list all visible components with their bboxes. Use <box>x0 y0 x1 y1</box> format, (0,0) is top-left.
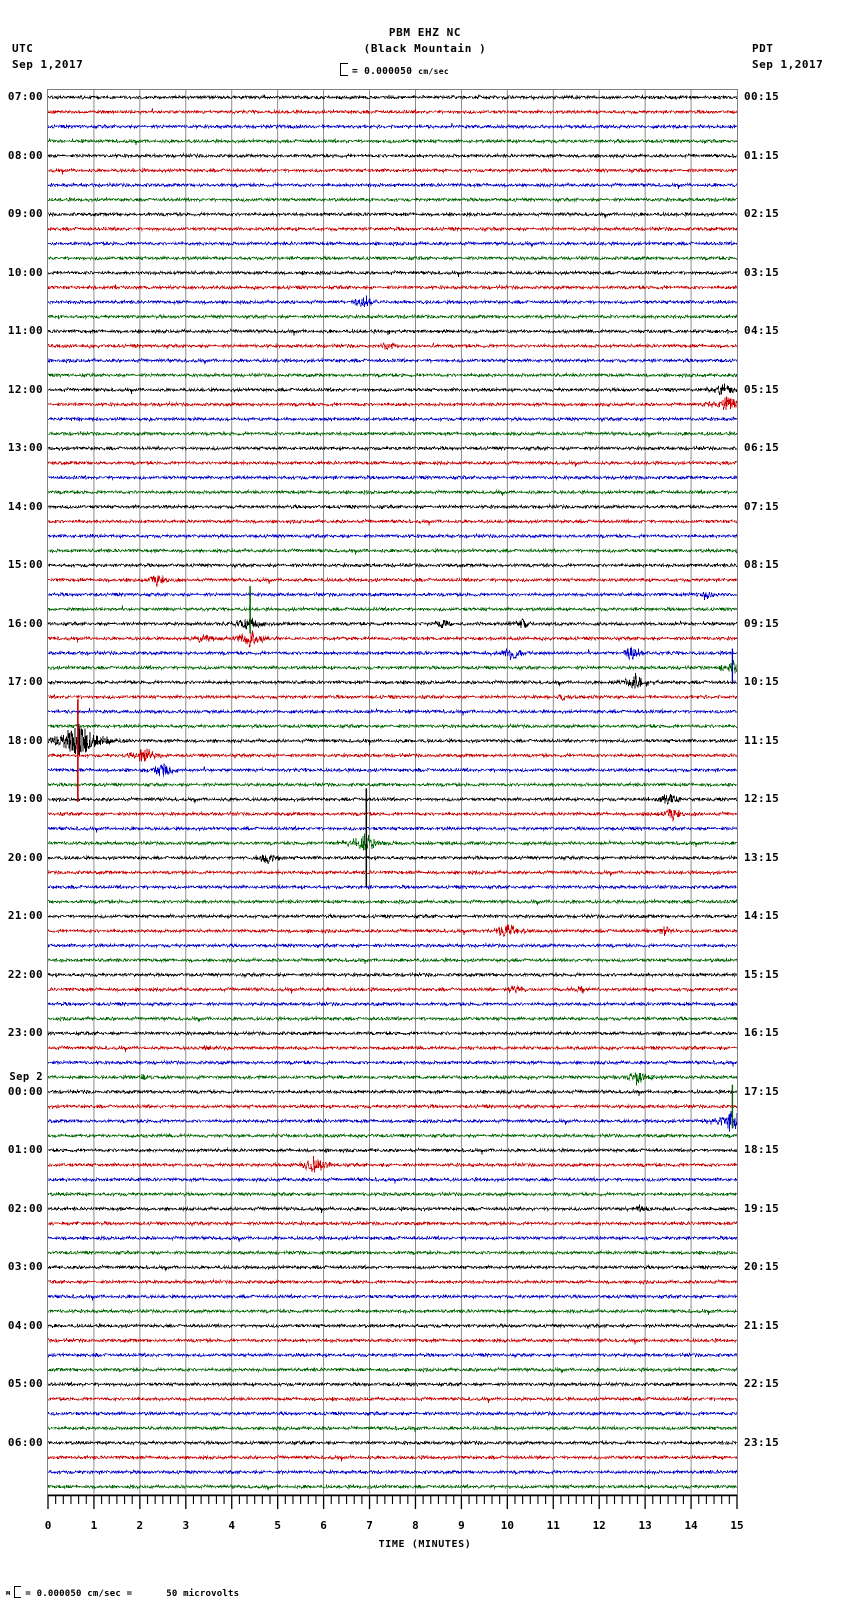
x-tick-label: 14 <box>684 1519 698 1532</box>
utc-hour-label: 22:00 <box>7 967 43 981</box>
utc-hour-label: 04:00 <box>7 1318 43 1332</box>
station-code-title: PBM EHZ NC <box>388 26 462 39</box>
pdt-hour-label: 08:15 <box>744 558 780 572</box>
pdt-hour-label: 07:15 <box>744 499 780 513</box>
seismogram-plot-area[interactable] <box>47 89 738 1495</box>
scale-value: 0.000050 <box>364 66 413 77</box>
x-axis-title: TIME (MINUTES) <box>378 1539 472 1550</box>
footer-equals-2: = <box>126 1589 133 1599</box>
utc-hour-label: 23:00 <box>7 1026 43 1040</box>
utc-hour-label: 15:00 <box>7 558 43 572</box>
pdt-hour-label: 17:15 <box>744 1084 780 1098</box>
pdt-hour-label: 14:15 <box>744 909 780 923</box>
utc-hour-label: 14:00 <box>7 499 43 513</box>
utc-hour-label: 17:00 <box>7 675 43 689</box>
utc-hour-label: 12:00 <box>7 382 43 396</box>
footer-prefix-glyph: м <box>6 1589 11 1597</box>
station-site-title: (Black Mountain ) <box>363 42 487 55</box>
utc-hour-label: 09:00 <box>7 207 43 221</box>
pdt-hour-label: 05:15 <box>744 382 780 396</box>
utc-hour-label: 20:00 <box>7 850 43 864</box>
pdt-hour-label: 10:15 <box>744 675 780 689</box>
x-tick-label: 6 <box>320 1519 327 1532</box>
amplitude-scale-legend: = 0.000050 cm/sec <box>340 63 449 77</box>
utc-hour-label: 05:00 <box>7 1377 43 1391</box>
pdt-hour-label: 04:15 <box>744 324 780 338</box>
utc-hour-label: 06:00 <box>7 1435 43 1449</box>
x-tick-label: 0 <box>44 1519 52 1532</box>
pdt-hour-label: 01:15 <box>744 148 780 162</box>
utc-date-label: Sep 1,2017 <box>12 58 84 71</box>
scale-equals-sign: = <box>352 66 359 77</box>
x-tick-label: 5 <box>274 1519 281 1532</box>
pdt-hour-label: 23:15 <box>744 1435 780 1449</box>
x-tick-label: 8 <box>412 1519 419 1532</box>
x-tick-label: 10 <box>500 1519 514 1532</box>
pdt-hour-label: 02:15 <box>744 207 780 221</box>
utc-hour-label: 01:00 <box>7 1143 43 1157</box>
pdt-date-label: Sep 1,2017 <box>752 58 824 71</box>
utc-hour-label: 08:00 <box>7 148 43 162</box>
pdt-hour-label: 15:15 <box>744 967 780 981</box>
x-axis-ticks <box>47 1495 738 1515</box>
day-break-label: Sep 2 <box>9 1070 43 1083</box>
utc-hour-label: 10:00 <box>7 265 43 279</box>
x-tick-label: 1 <box>90 1519 98 1532</box>
pdt-timezone-label: PDT <box>752 42 774 55</box>
x-tick-label: 4 <box>228 1519 236 1532</box>
pdt-hour-label: 16:15 <box>744 1026 780 1040</box>
pdt-hour-label: 22:15 <box>744 1377 780 1391</box>
utc-hour-label: 16:00 <box>7 616 43 630</box>
footer-scale-bar-icon <box>14 1586 22 1598</box>
pdt-hour-label: 11:15 <box>744 733 780 747</box>
footer-unit: cm/sec <box>87 1589 121 1599</box>
utc-hour-label: 03:00 <box>7 1260 43 1274</box>
footer-scale-note: м = 0.000050 cm/sec = 50 microvolts <box>6 1586 239 1599</box>
x-tick-label: 11 <box>546 1519 560 1532</box>
pdt-hour-label: 09:15 <box>744 616 780 630</box>
x-tick-label: 7 <box>366 1519 373 1532</box>
x-axis-tick-labels: 0 1 2 3 4 5 6 7 8 9 10 11 12 13 14 15 <box>0 1519 850 1533</box>
x-tick-label: 15 <box>730 1519 744 1532</box>
pdt-hour-label: 20:15 <box>744 1260 780 1274</box>
pdt-hour-label: 21:15 <box>744 1318 780 1332</box>
x-tick-label: 9 <box>458 1519 465 1532</box>
seismogram-traces-svg <box>48 90 737 1494</box>
x-tick-label: 2 <box>136 1519 144 1532</box>
pdt-hour-label: 12:15 <box>744 792 780 806</box>
x-tick-label: 12 <box>592 1519 606 1532</box>
x-tick-label: 3 <box>182 1519 190 1532</box>
utc-hour-label: 13:00 <box>7 441 43 455</box>
utc-hour-label: 07:00 <box>7 90 43 104</box>
x-tick-label: 13 <box>638 1519 652 1532</box>
utc-hour-label: 21:00 <box>7 909 43 923</box>
pdt-hour-label: 03:15 <box>744 265 780 279</box>
utc-hour-label: 18:00 <box>7 733 43 747</box>
pdt-hour-label: 13:15 <box>744 850 780 864</box>
footer-microvolts: 50 microvolts <box>166 1589 240 1599</box>
utc-hour-label: 02:00 <box>7 1201 43 1215</box>
pdt-hour-label: 06:15 <box>744 441 780 455</box>
pdt-hour-label: 19:15 <box>744 1201 780 1215</box>
scale-bar-icon <box>340 63 348 76</box>
pdt-hour-label: 00:15 <box>744 90 780 104</box>
scale-unit: cm/sec <box>418 67 449 76</box>
utc-hour-label: 00:00 <box>7 1084 43 1098</box>
utc-hour-label: 11:00 <box>7 324 43 338</box>
utc-timezone-label: UTC <box>12 42 34 55</box>
pdt-hour-label: 18:15 <box>744 1143 780 1157</box>
footer-equals-1: = <box>25 1589 32 1599</box>
utc-hour-label: 19:00 <box>7 792 43 806</box>
footer-value: 0.000050 <box>36 1589 82 1599</box>
